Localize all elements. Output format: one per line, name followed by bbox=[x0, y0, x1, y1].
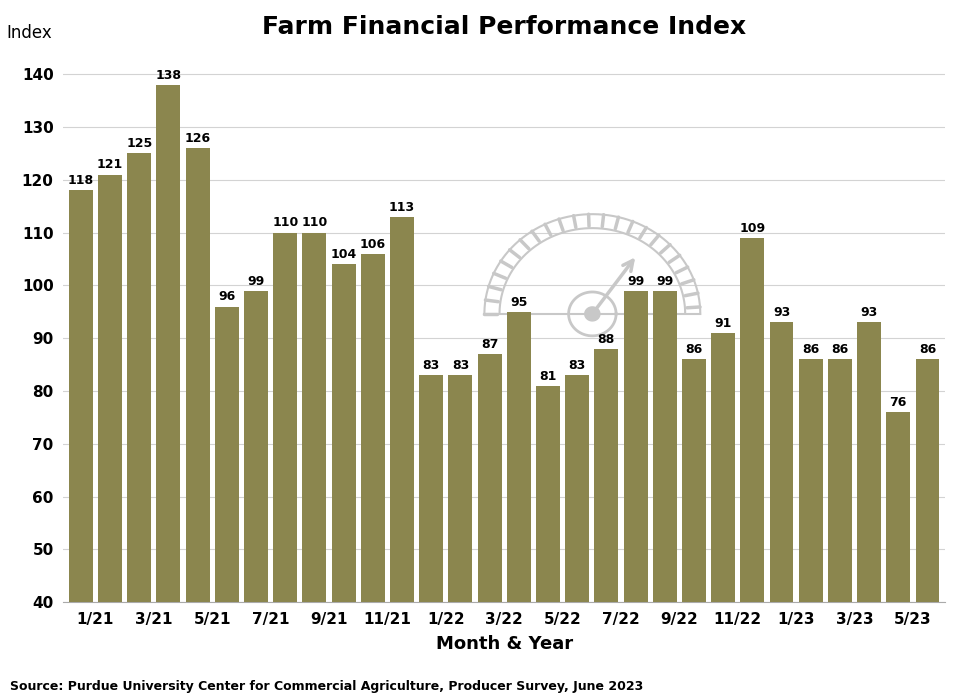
Text: 99: 99 bbox=[627, 274, 644, 287]
Text: 138: 138 bbox=[156, 69, 181, 81]
Bar bbox=[624, 291, 647, 696]
Bar bbox=[185, 148, 209, 696]
Text: 93: 93 bbox=[773, 306, 790, 319]
Bar bbox=[770, 322, 794, 696]
Text: 86: 86 bbox=[831, 343, 849, 356]
Text: 83: 83 bbox=[452, 359, 469, 372]
FancyArrowPatch shape bbox=[594, 260, 633, 312]
Text: Source: Purdue University Center for Commercial Agriculture, Producer Survey, Ju: Source: Purdue University Center for Com… bbox=[10, 679, 643, 693]
Bar bbox=[128, 153, 152, 696]
Text: 110: 110 bbox=[301, 216, 327, 230]
Bar bbox=[244, 291, 268, 696]
X-axis label: Month & Year: Month & Year bbox=[436, 635, 573, 653]
Text: 121: 121 bbox=[97, 159, 123, 171]
Bar bbox=[331, 264, 355, 696]
Text: 109: 109 bbox=[739, 222, 765, 235]
Text: 104: 104 bbox=[330, 248, 357, 261]
Bar bbox=[448, 375, 472, 696]
Bar bbox=[886, 412, 910, 696]
Text: 106: 106 bbox=[360, 237, 386, 251]
Bar bbox=[361, 254, 385, 696]
Title: Farm Financial Performance Index: Farm Financial Performance Index bbox=[262, 15, 746, 39]
Polygon shape bbox=[585, 307, 600, 321]
Text: 86: 86 bbox=[919, 343, 936, 356]
Text: 126: 126 bbox=[184, 132, 210, 145]
Text: 83: 83 bbox=[422, 359, 440, 372]
Text: 95: 95 bbox=[510, 296, 527, 308]
Bar bbox=[740, 238, 764, 696]
Bar bbox=[682, 359, 706, 696]
Text: 83: 83 bbox=[568, 359, 586, 372]
Bar bbox=[156, 85, 180, 696]
Text: 91: 91 bbox=[714, 317, 732, 330]
Bar bbox=[69, 191, 93, 696]
Text: 87: 87 bbox=[481, 338, 498, 351]
Bar bbox=[653, 291, 677, 696]
Text: 76: 76 bbox=[890, 396, 907, 409]
Bar bbox=[390, 216, 414, 696]
Bar bbox=[594, 349, 618, 696]
Text: 99: 99 bbox=[248, 274, 265, 287]
Text: 81: 81 bbox=[540, 370, 557, 383]
Bar bbox=[507, 312, 531, 696]
Bar bbox=[828, 359, 852, 696]
Bar bbox=[711, 333, 735, 696]
Bar bbox=[420, 375, 444, 696]
Text: Index: Index bbox=[6, 24, 52, 42]
Bar bbox=[98, 175, 122, 696]
Text: 113: 113 bbox=[389, 200, 415, 214]
Bar bbox=[536, 386, 560, 696]
Text: 99: 99 bbox=[656, 274, 673, 287]
Bar bbox=[916, 359, 940, 696]
Bar bbox=[799, 359, 823, 696]
Text: 88: 88 bbox=[598, 333, 615, 346]
Bar bbox=[274, 232, 298, 696]
Text: 125: 125 bbox=[126, 137, 153, 150]
Text: 110: 110 bbox=[272, 216, 299, 230]
Bar bbox=[565, 375, 589, 696]
Text: 86: 86 bbox=[803, 343, 819, 356]
Text: 96: 96 bbox=[218, 290, 235, 303]
Bar bbox=[302, 232, 326, 696]
Text: 86: 86 bbox=[685, 343, 703, 356]
Bar bbox=[857, 322, 881, 696]
Bar bbox=[215, 306, 239, 696]
Text: 93: 93 bbox=[860, 306, 877, 319]
Bar bbox=[478, 354, 501, 696]
Text: 118: 118 bbox=[68, 174, 94, 187]
